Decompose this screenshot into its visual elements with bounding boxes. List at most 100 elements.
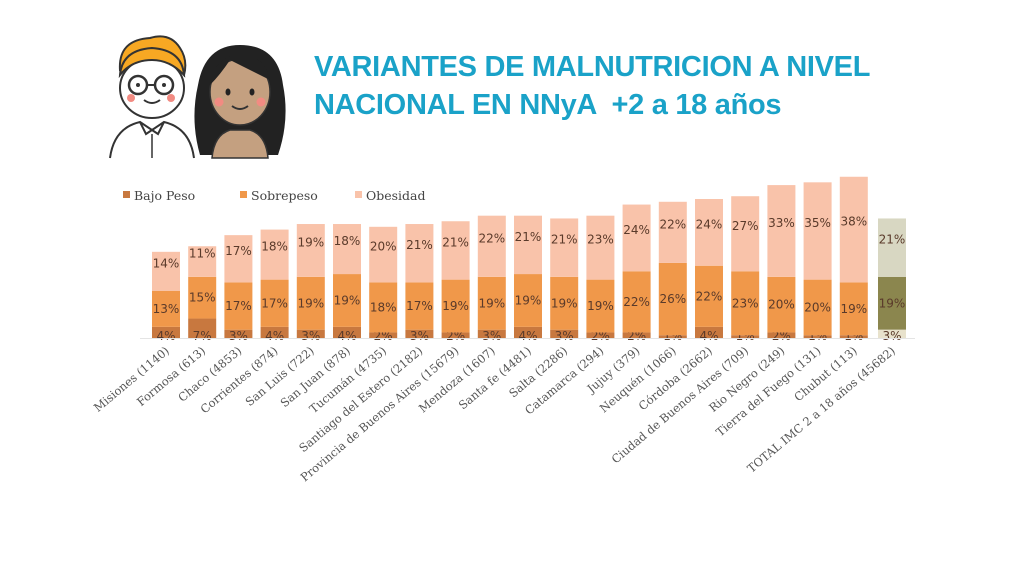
bar-segment-sobrepeso (441, 279, 470, 333)
bar-segment-sobrepeso (586, 279, 615, 333)
bar-segment-obesidad (622, 204, 651, 272)
bar-stack: 3% 19% 19% (296, 224, 325, 343)
data-label: 7% (193, 329, 212, 343)
data-label: 19% (587, 299, 614, 313)
bar-stack: 3% 17% 17% (224, 235, 253, 343)
data-label: 20% (370, 240, 397, 254)
legend-swatch-bajo-peso (123, 191, 130, 198)
bar-segment-obesidad (731, 196, 760, 272)
data-label: 22% (623, 295, 650, 309)
x-tick-label: Chubut (113) (791, 344, 859, 405)
bar-segment-sobrepeso (658, 262, 687, 336)
girl-avatar-icon (194, 45, 286, 159)
data-label: 24% (696, 217, 723, 231)
bar-segment-bajo-peso (767, 332, 796, 338)
bar-segment-sobrepeso (477, 276, 506, 330)
data-label: 19% (515, 293, 542, 307)
data-label: 2% (446, 329, 465, 343)
bar-segment-sobrepeso (514, 274, 542, 327)
data-label: 19% (334, 293, 361, 307)
bar-stack: 3% 17% 21% (405, 224, 434, 343)
bar-stack: 1%26%22% (658, 201, 687, 343)
bar-segment-bajo-peso (405, 329, 434, 338)
data-label: 19% (551, 296, 578, 310)
bar-segment-bajo-peso (188, 318, 217, 338)
data-label: 3% (229, 329, 248, 343)
data-label: 23% (732, 296, 759, 310)
data-label: 27% (732, 219, 759, 233)
bar-segment-obesidad (803, 182, 832, 280)
data-label: 23% (587, 233, 614, 247)
bar-stack: 2% 22% 24% (622, 204, 651, 343)
data-label: 17% (261, 296, 288, 310)
bar-segment-bajo-peso (514, 326, 542, 338)
bar-stack: 2% 20% 33% (767, 185, 796, 343)
data-label: 2% (772, 329, 791, 343)
bar-segment-sobrepeso (188, 276, 217, 319)
data-label: 13% (153, 302, 180, 316)
bar-segment-bajo-peso (839, 335, 868, 338)
bar-stack: 4% 19% 21% (514, 215, 542, 343)
bar-segment-sobrepeso (333, 274, 361, 327)
bar-segment-sobrepeso (622, 271, 651, 333)
data-label: 4% (156, 329, 175, 343)
data-label: 14% (153, 256, 180, 270)
bar-segment-obesidad (369, 226, 398, 283)
bar-stack: 4% 22% 24% (695, 199, 723, 343)
bar-segment-sobrepeso (878, 276, 906, 330)
bar-stack: 1%19%38% (839, 176, 868, 343)
data-label: 4% (337, 329, 356, 343)
data-label: 2% (627, 329, 646, 343)
data-label: 19% (297, 235, 324, 249)
bar-stack: 1%23%27% (731, 196, 760, 343)
bar-segment-bajo-peso (224, 329, 253, 338)
bar-segment-sobrepeso (731, 271, 760, 336)
legend-swatch-obesidad (355, 191, 362, 198)
data-label: 3% (301, 329, 320, 343)
data-label: 19% (879, 296, 906, 310)
bar-segment-obesidad (550, 218, 579, 277)
bar-segment-bajo-peso (803, 335, 832, 338)
title-line-2: NACIONAL EN NNyA +2 a 18 años (314, 89, 782, 121)
bar-segment-obesidad (878, 218, 906, 277)
data-label: 26% (659, 292, 686, 306)
bar-segment-obesidad (477, 215, 506, 277)
data-label: 21% (551, 233, 578, 247)
bar-segment-sobrepeso (152, 290, 180, 327)
bar-segment-obesidad (658, 201, 687, 263)
data-label: 18% (334, 234, 361, 248)
data-label: 3% (482, 329, 501, 343)
bar-stack: 2% 18% 20% (369, 226, 398, 343)
bar-segment-sobrepeso (695, 265, 723, 327)
bar-segment-bajo-peso (296, 329, 325, 338)
bar-segment-sobrepeso (369, 282, 398, 333)
data-label: 21% (442, 235, 469, 249)
bar-segment-obesidad (586, 215, 615, 280)
data-label: 4% (265, 329, 284, 343)
avatars-illustration (100, 30, 300, 160)
bar-segment-sobrepeso (550, 276, 579, 330)
bar-stack: 4% 17% 18% (260, 229, 289, 343)
data-label: 21% (406, 238, 433, 252)
data-label: 19% (478, 296, 505, 310)
bar-segment-bajo-peso (695, 326, 723, 338)
data-label: 3% (882, 329, 901, 343)
data-label: 15% (189, 291, 216, 305)
bar-segment-bajo-peso (622, 332, 651, 338)
bar-segment-bajo-peso (731, 335, 760, 338)
bar-segment-bajo-peso (658, 335, 687, 338)
data-label: 20% (768, 298, 795, 312)
bar-segment-obesidad (514, 215, 542, 275)
bar-segment-bajo-peso (369, 332, 398, 338)
bar-segment-bajo-peso (586, 332, 615, 338)
data-label: 2% (591, 329, 610, 343)
data-label: 22% (478, 231, 505, 245)
legend-label: Obesidad (366, 188, 426, 203)
data-label: 19% (840, 302, 867, 316)
bar-segment-obesidad (296, 224, 325, 277)
bar-segment-sobrepeso (405, 282, 434, 330)
data-label: 17% (225, 299, 252, 313)
bar-segment-bajo-peso (333, 326, 361, 338)
bar-stack: 3% 19% 21% (550, 218, 579, 343)
